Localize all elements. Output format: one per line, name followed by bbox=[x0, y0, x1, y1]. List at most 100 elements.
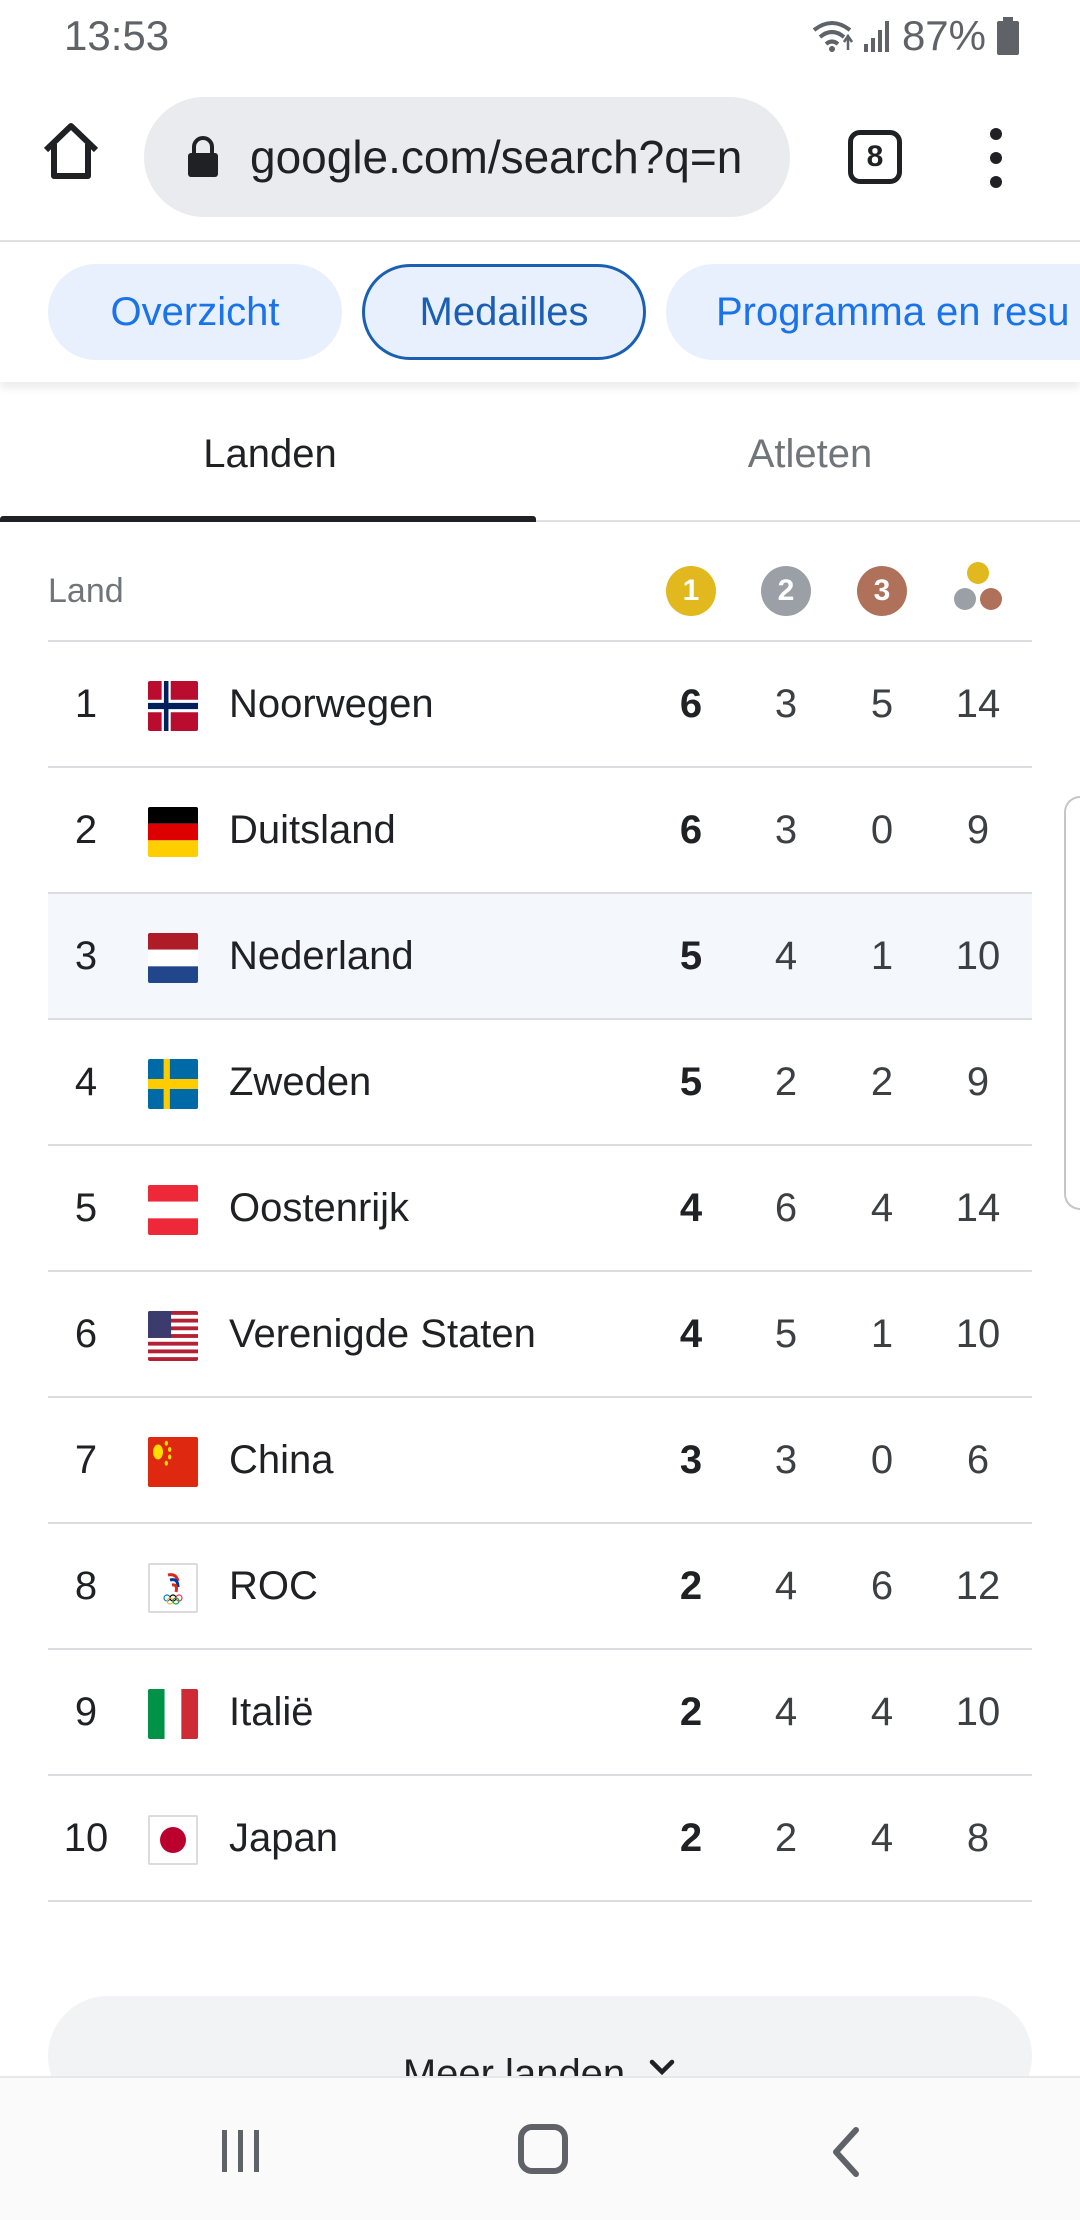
gold-count: 2 bbox=[679, 1815, 703, 1860]
total-count: 10 bbox=[955, 933, 1001, 978]
rank: 10 bbox=[63, 1815, 109, 1860]
country-name: Oostenrijk bbox=[229, 1185, 410, 1230]
table-row-highlighted[interactable]: 3 Nederland 5 4 1 10 bbox=[48, 894, 1032, 1020]
chip-programma[interactable]: Programma en resu bbox=[666, 264, 1080, 360]
bronze-count: 6 bbox=[870, 1563, 894, 1608]
country-name: ROC bbox=[229, 1563, 318, 1608]
gold-count: 4 bbox=[679, 1185, 703, 1230]
table-row[interactable]: 1 Noorwegen 6 3 5 14 bbox=[48, 642, 1032, 768]
silver-count: 5 bbox=[774, 1311, 798, 1356]
table-row[interactable]: 9 Italië 2 4 4 10 bbox=[48, 1650, 1032, 1776]
rank: 9 bbox=[74, 1689, 98, 1734]
lock-icon bbox=[188, 136, 218, 177]
silver-count: 2 bbox=[774, 1059, 798, 1104]
status-time: 13:53 bbox=[64, 12, 170, 59]
gold-count: 5 bbox=[679, 1059, 703, 1104]
country-name: Nederland bbox=[229, 933, 414, 978]
medal-table: Land 1 2 3 1 Noorwegen 6 3 5 14 2 Duitsl… bbox=[48, 530, 1032, 1902]
table-row[interactable]: 8 ROC 2 4 6 12 bbox=[48, 1524, 1032, 1650]
country-name: China bbox=[229, 1437, 334, 1482]
gold-medal-icon: 1 bbox=[666, 566, 716, 616]
filter-chips: Overzicht Medailles Programma en resu bbox=[0, 242, 1080, 382]
url-text: google.com/search?q=n bbox=[250, 131, 743, 183]
gold-count: 2 bbox=[679, 1563, 703, 1608]
silver-count: 3 bbox=[774, 1437, 798, 1482]
bronze-medal-icon: 3 bbox=[857, 566, 907, 616]
country-name: Duitsland bbox=[229, 807, 396, 852]
home-icon[interactable] bbox=[40, 120, 102, 182]
country-name: Verenigde Staten bbox=[229, 1311, 536, 1356]
rank: 7 bbox=[74, 1437, 98, 1482]
chip-overzicht[interactable]: Overzicht bbox=[48, 264, 342, 360]
italy-flag-icon bbox=[148, 1689, 198, 1739]
total-count: 8 bbox=[966, 1815, 990, 1860]
silver-count: 4 bbox=[774, 933, 798, 978]
column-header-land: Land bbox=[48, 572, 124, 610]
chip-medailles[interactable]: Medailles bbox=[362, 264, 646, 360]
total-count: 10 bbox=[955, 1311, 1001, 1356]
bronze-count: 4 bbox=[870, 1689, 894, 1734]
battery-percentage: 87% bbox=[901, 12, 986, 59]
status-bar: 13:53 87% bbox=[0, 0, 1080, 74]
scrollbar-thumb[interactable] bbox=[1064, 796, 1080, 1210]
toolbar-divider bbox=[0, 240, 1080, 242]
total-count: 12 bbox=[955, 1563, 1001, 1608]
gold-count: 2 bbox=[679, 1689, 703, 1734]
austria-flag-icon bbox=[148, 1185, 198, 1235]
total-count: 6 bbox=[966, 1437, 990, 1482]
total-count: 9 bbox=[966, 1059, 990, 1104]
address-bar[interactable]: google.com/search?q=n bbox=[144, 97, 790, 217]
recent-apps-icon[interactable] bbox=[218, 2128, 264, 2174]
table-row[interactable]: 5 Oostenrijk 4 6 4 14 bbox=[48, 1146, 1032, 1272]
table-row[interactable]: 6 Verenigde Staten 4 5 1 10 bbox=[48, 1272, 1032, 1398]
home-button-icon[interactable] bbox=[518, 2124, 568, 2174]
silver-count: 3 bbox=[774, 807, 798, 852]
norway-flag-icon bbox=[148, 681, 198, 731]
battery-icon bbox=[997, 17, 1019, 55]
silver-count: 6 bbox=[774, 1185, 798, 1230]
silver-count: 2 bbox=[774, 1815, 798, 1860]
silver-count: 4 bbox=[774, 1689, 798, 1734]
bronze-count: 5 bbox=[870, 681, 894, 726]
table-row[interactable]: 10 Japan 2 2 4 8 bbox=[48, 1776, 1032, 1902]
bronze-count: 2 bbox=[870, 1059, 894, 1104]
usa-flag-icon bbox=[148, 1311, 198, 1361]
tab-switcher-button[interactable]: 8 bbox=[848, 130, 902, 184]
chevron-down-icon bbox=[649, 2059, 675, 2076]
netherlands-flag-icon bbox=[148, 933, 198, 983]
china-flag-icon bbox=[148, 1437, 198, 1487]
tab-landen[interactable]: Landen bbox=[203, 431, 337, 476]
rank: 8 bbox=[74, 1563, 98, 1608]
tab-atleten[interactable]: Atleten bbox=[747, 431, 873, 476]
table-row[interactable]: 2 Duitsland 6 3 0 9 bbox=[48, 768, 1032, 894]
total-count: 9 bbox=[966, 807, 990, 852]
rank: 1 bbox=[74, 681, 98, 726]
more-options-icon[interactable] bbox=[976, 128, 1016, 188]
country-name: Japan bbox=[229, 1815, 338, 1860]
bronze-count: 0 bbox=[870, 807, 894, 852]
status-right: 87% bbox=[810, 12, 1020, 60]
silver-count: 4 bbox=[774, 1563, 798, 1608]
signal-icon bbox=[863, 21, 889, 52]
bronze-count: 4 bbox=[870, 1185, 894, 1230]
table-row[interactable]: 7 China 3 3 0 6 bbox=[48, 1398, 1032, 1524]
gold-count: 4 bbox=[679, 1311, 703, 1356]
table-row[interactable]: 4 Zweden 5 2 2 9 bbox=[48, 1020, 1032, 1146]
gold-count: 6 bbox=[679, 681, 703, 726]
germany-flag-icon bbox=[148, 807, 198, 857]
sweden-flag-icon bbox=[148, 1059, 198, 1109]
total-count: 14 bbox=[955, 681, 1001, 726]
silver-count: 3 bbox=[774, 681, 798, 726]
wifi-icon bbox=[812, 21, 853, 52]
country-name: Zweden bbox=[229, 1059, 372, 1104]
country-name: Italië bbox=[229, 1689, 314, 1734]
gold-count: 6 bbox=[679, 807, 703, 852]
bronze-count: 0 bbox=[870, 1437, 894, 1482]
rank: 4 bbox=[74, 1059, 98, 1104]
rank: 5 bbox=[74, 1185, 98, 1230]
table-header: Land 1 2 3 bbox=[48, 530, 1032, 642]
silver-medal-icon: 2 bbox=[761, 566, 811, 616]
back-icon[interactable] bbox=[826, 2124, 866, 2180]
bronze-count: 1 bbox=[870, 933, 894, 978]
system-navigation-bar bbox=[0, 2076, 1080, 2220]
